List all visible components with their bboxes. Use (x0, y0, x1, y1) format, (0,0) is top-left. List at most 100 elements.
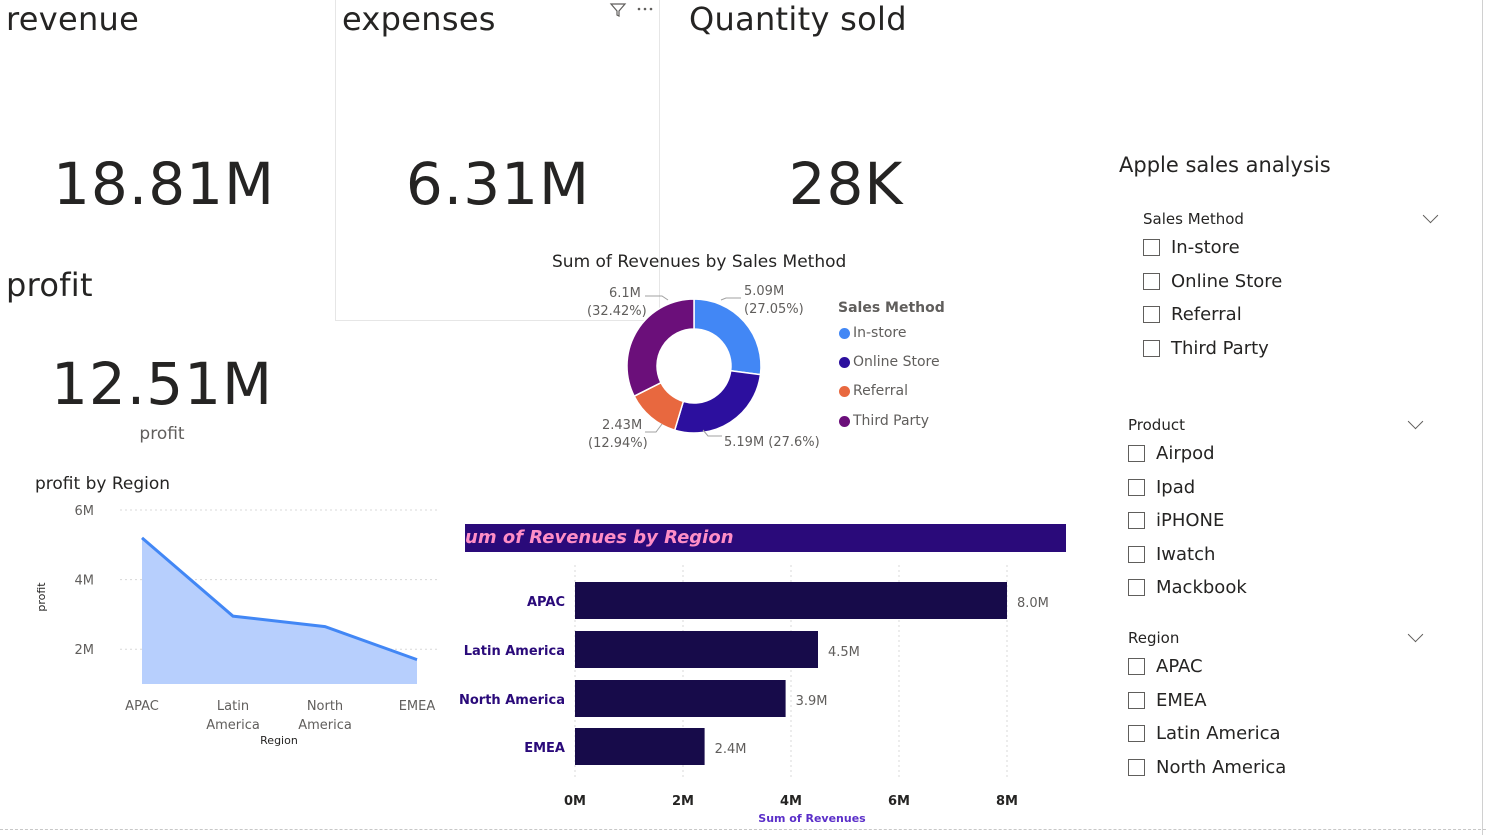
area-y-tick: 2M (75, 643, 95, 658)
slicer-option-third-party[interactable]: Third Party (1143, 338, 1269, 359)
slicer-panel-title: Apple sales analysis (1119, 153, 1331, 177)
slicer-option-label: APAC (1156, 656, 1203, 677)
area-x-tick: Latin (217, 699, 249, 714)
area-x-tick: North (307, 699, 343, 714)
donut-chart[interactable]: 5.09M (27.05%) 5.19M (27.6%) 2.43M (12.9… (540, 275, 830, 455)
chevron-down-icon[interactable] (1407, 626, 1424, 643)
slicer-option-label: North America (1156, 757, 1287, 778)
area-chart-title: profit by Region (35, 474, 171, 494)
slicer-option-in-store[interactable]: In-store (1143, 237, 1240, 258)
checkbox[interactable] (1143, 239, 1160, 256)
bar-data-label: 2.4M (715, 742, 747, 757)
bar-data-label: 3.9M (796, 694, 828, 709)
legend-label: Online Store (853, 354, 940, 370)
checkbox[interactable] (1143, 273, 1160, 290)
slicer-option-mackbook[interactable]: Mackbook (1128, 577, 1247, 598)
data-label-third-party-pct: (32.42%) (587, 304, 647, 319)
window-edge (1482, 0, 1483, 835)
slicer-option-label: Referral (1171, 304, 1242, 325)
quantity-card-value: 28K (788, 150, 904, 218)
donut-chart-title: Sum of Revenues by Sales Method (552, 252, 847, 272)
checkbox[interactable] (1128, 658, 1145, 675)
checkbox[interactable] (1128, 445, 1145, 462)
bar-chart[interactable]: APAC Latin America North America EMEA 8.0M 4… (460, 560, 1080, 830)
checkbox[interactable] (1128, 579, 1145, 596)
more-options-icon[interactable] (636, 6, 654, 12)
area-y-tick: 6M (75, 504, 95, 519)
checkbox[interactable] (1128, 759, 1145, 776)
bar-north-america[interactable] (575, 680, 786, 717)
bar-emea[interactable] (575, 728, 705, 765)
bar-latin-america[interactable] (575, 631, 818, 668)
expenses-card[interactable] (335, 0, 660, 321)
legend-dot-icon (839, 385, 850, 397)
canvas-bottom-edge (0, 829, 1486, 830)
area-y-tick: 4M (75, 574, 95, 589)
legend-item-online-store[interactable]: Online Store (839, 354, 940, 370)
bar-x-tick: 6M (888, 794, 910, 809)
slicer-option-ipad[interactable]: Ipad (1128, 477, 1195, 498)
bar-data-label: 8.0M (1017, 596, 1049, 611)
legend-item-in-store[interactable]: In-store (839, 325, 906, 341)
area-x-tick: EMEA (399, 699, 436, 714)
checkbox[interactable] (1143, 306, 1160, 323)
bar-x-tick: 4M (780, 794, 802, 809)
legend-label: Referral (853, 383, 908, 399)
area-x-tick: America (298, 718, 352, 733)
area-x-tick: America (206, 718, 260, 733)
chevron-down-icon[interactable] (1407, 413, 1424, 430)
bar-category-label: APAC (527, 595, 565, 610)
slicer-option-referral[interactable]: Referral (1143, 304, 1242, 325)
chevron-down-icon[interactable] (1422, 207, 1439, 224)
data-label-in-store-value: 5.09M (744, 284, 784, 299)
slicer-option-label: iPHONE (1156, 510, 1225, 531)
slicer-option-label: Mackbook (1156, 577, 1247, 598)
data-label-referral-value: 2.43M (602, 418, 642, 433)
filter-icon[interactable] (609, 2, 627, 18)
slicer-header-product: Product (1128, 416, 1185, 434)
legend-label: Third Party (853, 413, 930, 429)
checkbox[interactable] (1128, 725, 1145, 742)
bar-chart-title-bar: um of Revenues by Region (465, 524, 1066, 552)
slicer-option-emea[interactable]: EMEA (1128, 690, 1207, 711)
slicer-header-sales-method: Sales Method (1143, 210, 1244, 228)
slicer-option-north-america[interactable]: North America (1128, 757, 1286, 778)
donut-slice-online-store[interactable] (673, 369, 762, 434)
slicer-option-label: Ipad (1156, 477, 1196, 498)
bar-x-tick: 2M (672, 794, 694, 809)
area-y-axis-title: profit (35, 582, 48, 612)
legend-item-third-party[interactable]: Third Party (839, 413, 929, 429)
slicer-option-iphone[interactable]: iPHONE (1128, 510, 1224, 531)
leader-line-online-store (702, 429, 722, 437)
area-series-fill (142, 537, 417, 684)
legend-dot-icon (839, 356, 850, 368)
profit-card-title: profit (6, 266, 93, 304)
bar-x-tick: 8M (996, 794, 1018, 809)
bar-chart-title: um of Revenues by Region (465, 527, 734, 548)
data-label-online-store: 5.19M (27.6%) (724, 435, 820, 450)
bar-x-tick: 0M (564, 794, 586, 809)
profit-card-value: 12.51M (50, 350, 274, 418)
bar-data-label: 4.5M (828, 645, 860, 660)
revenue-card-title: revenue (6, 0, 140, 38)
checkbox[interactable] (1128, 546, 1145, 563)
checkbox[interactable] (1128, 692, 1145, 709)
checkbox[interactable] (1128, 512, 1145, 529)
checkbox[interactable] (1143, 340, 1160, 357)
donut-slice-third-party[interactable] (626, 298, 695, 398)
slicer-option-apac[interactable]: APAC (1128, 656, 1203, 677)
slicer-option-iwatch[interactable]: Iwatch (1128, 544, 1215, 565)
slicer-option-label: Latin America (1156, 723, 1281, 744)
bar-apac[interactable] (575, 582, 1007, 619)
expenses-card-value: 6.31M (405, 150, 591, 218)
checkbox[interactable] (1128, 479, 1145, 496)
legend-item-referral[interactable]: Referral (839, 383, 908, 399)
slicer-option-online-store[interactable]: Online Store (1143, 271, 1282, 292)
data-label-third-party-value: 6.1M (609, 286, 641, 301)
area-x-axis-title: Region (260, 734, 298, 747)
revenue-card-value: 18.81M (52, 150, 276, 218)
slicer-option-latin-america[interactable]: Latin America (1128, 723, 1281, 744)
bar-category-label: North America (460, 693, 565, 708)
slicer-option-airpod[interactable]: Airpod (1128, 443, 1215, 464)
